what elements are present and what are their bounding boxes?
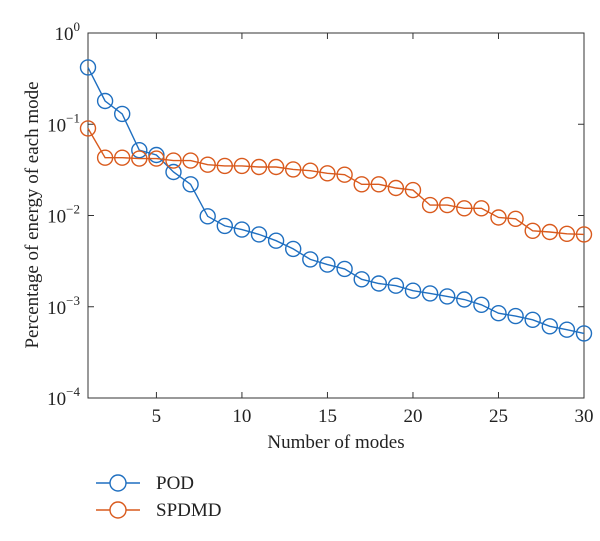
y-tick-base: 10 [55, 24, 74, 45]
data-point-spdmd [182, 152, 199, 169]
data-point-spdmd [233, 157, 251, 175]
data-point-pod [182, 176, 199, 193]
data-point-spdmd [558, 225, 576, 243]
data-point-spdmd [541, 223, 558, 241]
data-point-spdmd [421, 196, 439, 214]
data-point-pod [456, 291, 473, 308]
data-point-pod [575, 325, 593, 342]
data-point-spdmd [456, 200, 473, 217]
data-point-pod [473, 296, 490, 313]
data-point-pod [439, 288, 456, 305]
data-point-pod [524, 311, 541, 328]
y-tick-exponent: −2 [66, 202, 80, 217]
data-point-pod [541, 318, 558, 335]
data-point-pod [336, 260, 353, 278]
x-axis-title: Number of modes [267, 432, 404, 453]
data-point-pod [387, 277, 405, 294]
data-point-pod [131, 141, 148, 159]
y-tick-base: 10 [47, 389, 66, 410]
data-point-spdmd [131, 150, 148, 167]
x-tick-label: 15 [318, 406, 337, 427]
series-layer [79, 59, 593, 342]
data-point-pod [507, 307, 524, 325]
data-point-pod [96, 92, 114, 110]
legend-label-pod: POD [156, 473, 194, 494]
legend-label-spdmd: SPDMD [156, 500, 221, 521]
y-tick-label: 10−3 [47, 293, 80, 319]
data-point-pod [233, 221, 251, 238]
legend-marker-spdmd [109, 501, 127, 519]
data-point-spdmd [302, 162, 319, 179]
data-point-spdmd [267, 158, 285, 176]
data-point-pod [250, 226, 268, 243]
data-point-spdmd [473, 200, 490, 217]
data-point-pod [199, 208, 216, 225]
data-point-spdmd [490, 209, 507, 226]
data-point-spdmd [199, 156, 216, 173]
data-point-pod [113, 105, 131, 123]
data-point-spdmd [387, 179, 405, 197]
data-point-pod [302, 251, 319, 268]
x-tick-label: 25 [489, 406, 508, 427]
data-point-spdmd [575, 226, 593, 243]
x-tick-label: 20 [403, 406, 422, 427]
data-point-spdmd [113, 149, 131, 166]
data-point-spdmd [319, 165, 336, 182]
data-point-pod [370, 275, 387, 292]
data-point-pod [404, 282, 422, 299]
data-point-pod [148, 146, 165, 164]
data-point-spdmd [439, 196, 456, 214]
data-point-pod [285, 240, 302, 258]
y-tick-label: 10−1 [47, 110, 80, 136]
y-tick-label: 10−2 [47, 202, 80, 228]
data-point-spdmd [370, 176, 387, 193]
data-point-pod [216, 217, 234, 235]
y-tick-label: 100 [55, 19, 81, 45]
x-tick-label: 30 [575, 406, 594, 427]
data-point-spdmd [353, 176, 370, 193]
y-tick-exponent: −3 [66, 293, 80, 308]
data-point-spdmd [148, 150, 165, 167]
data-point-pod [79, 59, 97, 76]
data-point-spdmd [165, 152, 182, 169]
data-point-spdmd [507, 210, 524, 228]
legend: POD SPDMD [96, 473, 221, 521]
y-tick-base: 10 [47, 298, 66, 319]
data-point-pod [353, 271, 370, 288]
data-point-spdmd [216, 157, 234, 175]
x-tick-label: 5 [152, 406, 162, 427]
legend-marker-pod [109, 474, 127, 492]
data-point-pod [165, 163, 182, 181]
data-point-spdmd [79, 120, 97, 137]
data-point-pod [267, 232, 285, 249]
data-point-pod [421, 285, 439, 302]
data-point-spdmd [404, 181, 422, 199]
data-point-spdmd [524, 222, 541, 240]
data-point-pod [490, 305, 507, 322]
y-tick-base: 10 [47, 115, 66, 136]
y-tick-exponent: −4 [66, 384, 80, 399]
y-tick-base: 10 [47, 207, 66, 228]
data-point-spdmd [250, 158, 268, 176]
y-tick-label: 10−4 [47, 384, 80, 410]
data-point-pod [558, 321, 576, 338]
y-tick-exponent: −1 [66, 110, 80, 125]
data-point-spdmd [96, 149, 114, 166]
y-axis-title: Percentage of energy of each mode [22, 81, 43, 348]
x-tick-label: 10 [232, 406, 251, 427]
series-line-pod [87, 67, 585, 335]
data-point-spdmd [285, 161, 302, 178]
series-line-spdmd [87, 128, 585, 236]
data-point-pod [319, 256, 336, 273]
data-point-spdmd [336, 166, 353, 183]
y-tick-exponent: 0 [74, 19, 81, 34]
